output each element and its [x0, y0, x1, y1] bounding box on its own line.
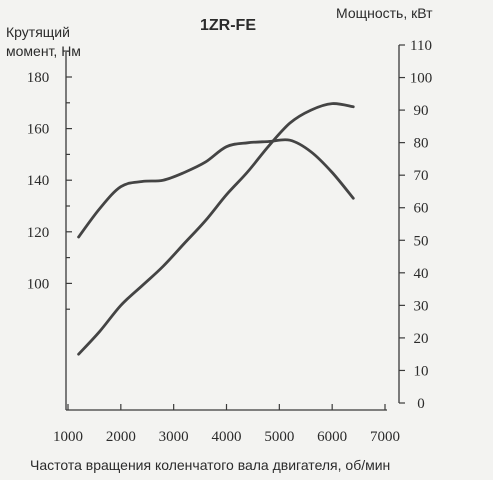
left-axis-tick-label: 180 — [27, 70, 50, 86]
x-axis-tick-label: 4000 — [212, 429, 242, 445]
right-axis-ticks: 0 10 20 30 40 50 60 70 80 90 100 110 — [399, 38, 432, 412]
x-axis-tick-label: 3000 — [159, 429, 189, 445]
right-axis-tick-label: 100 — [410, 71, 433, 87]
right-axis-tick-label: 110 — [410, 38, 432, 54]
right-axis-tick-label: 40 — [414, 266, 429, 282]
right-axis-tick-label: 20 — [414, 331, 429, 347]
x-axis-tick-label: 2000 — [106, 429, 136, 445]
torque-curve — [77, 138, 355, 239]
left-axis-tick-label: 160 — [27, 122, 50, 138]
right-axis-label: Мощность, кВт — [336, 5, 433, 21]
left-axis-label-line2: момент, Нм — [6, 43, 81, 59]
right-axis-tick-label: 50 — [414, 233, 429, 249]
x-axis-tick-label: 5000 — [264, 429, 294, 445]
right-axis-tick-label: 60 — [414, 201, 429, 217]
x-axis-tick-label: 7000 — [370, 429, 400, 445]
right-axis-tick-label: 0 — [417, 396, 425, 412]
left-axis-tick-label: 100 — [27, 276, 50, 292]
left-axis-tick-label: 120 — [27, 225, 50, 241]
left-axis-tick-label: 140 — [27, 173, 50, 189]
x-axis-label: Частота вращения коленчатого вала двигат… — [30, 457, 390, 473]
left-axis-label-line1: Крутящий — [6, 24, 70, 40]
chart-curves — [77, 102, 355, 356]
right-axis-tick-label: 70 — [414, 168, 429, 184]
x-axis-ticks: 1000 2000 3000 4000 5000 6000 7000 — [53, 404, 400, 445]
x-axis-tick-label: 1000 — [53, 429, 83, 445]
left-axis-ticks: 100 120 140 160 180 — [27, 50, 72, 310]
power-curve — [77, 102, 355, 356]
right-axis-tick-label: 10 — [414, 363, 429, 379]
right-axis-tick-label: 90 — [414, 103, 429, 119]
right-axis-tick-label: 80 — [414, 136, 429, 152]
right-axis-tick-label: 30 — [414, 298, 429, 314]
chart-title: 1ZR-FE — [200, 17, 256, 34]
x-axis-tick-label: 6000 — [317, 429, 347, 445]
